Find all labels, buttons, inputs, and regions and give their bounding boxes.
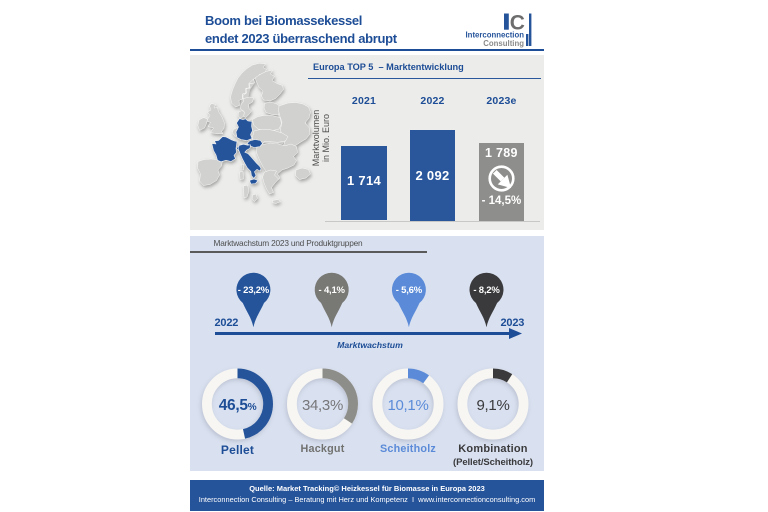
svg-text:Consulting: Consulting (483, 39, 524, 48)
svg-text:Interconnection: Interconnection (466, 31, 525, 40)
svg-text:C: C (510, 12, 525, 35)
